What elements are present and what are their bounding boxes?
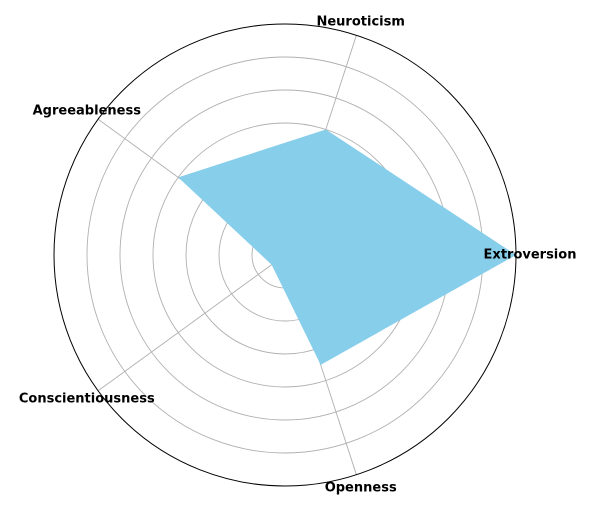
axis-label-neuroticism: Neuroticism <box>316 14 404 29</box>
axis-label-conscientiousness: Conscientiousness <box>19 392 155 407</box>
radar-axis-labels: Extroversion Neuroticism Agreeableness Cons… <box>19 14 577 495</box>
axis-label-agreeableness: Agreeableness <box>33 103 142 118</box>
radar-frame <box>53 23 517 487</box>
radar-series <box>178 129 516 365</box>
radar-spoke-conscientiousness <box>97 254 286 392</box>
axis-label-extroversion: Extroversion <box>484 248 577 263</box>
radar-outer-frame <box>53 23 517 487</box>
radar-series-area-0 <box>178 129 516 365</box>
axis-label-openness: Openness <box>325 481 397 496</box>
